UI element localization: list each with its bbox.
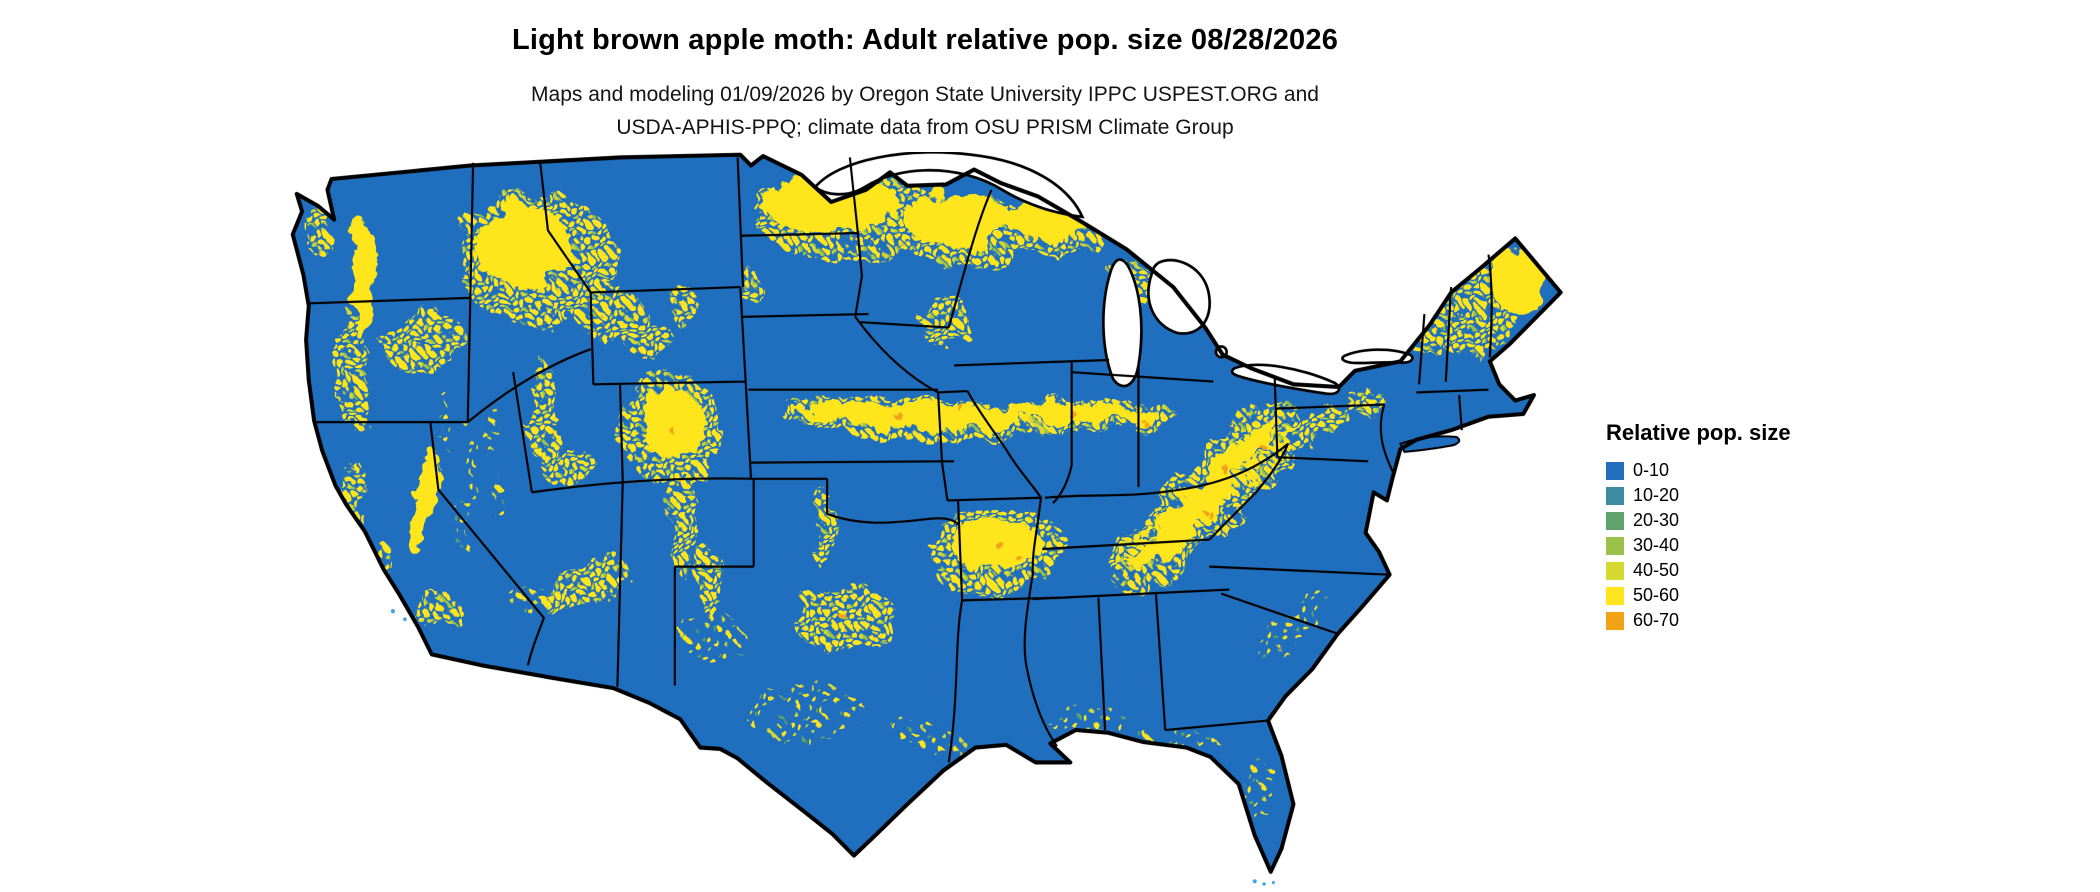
figure-title: Light brown apple moth: Adult relative p… <box>511 24 1339 56</box>
legend-title: Relative pop. size <box>1606 420 1791 445</box>
figure-header: Light brown apple moth: Adult relative p… <box>0 24 1850 144</box>
legend-row: 30-40 <box>1606 533 1791 558</box>
legend-label: 50-60 <box>1633 585 1680 605</box>
legend-row: 0-10 <box>1606 458 1791 483</box>
legend-label: 20-30 <box>1633 510 1680 530</box>
legend-label: 40-50 <box>1633 560 1680 580</box>
legend-label: 0-10 <box>1633 460 1670 480</box>
legend-label: 60-70 <box>1633 610 1680 630</box>
legend-swatch-40-50 <box>1606 561 1624 580</box>
legend-swatch-20-30 <box>1606 511 1624 530</box>
legend-swatch-10-20 <box>1606 486 1624 505</box>
map-legend: Relative pop. size 0-10 10-20 20-30 30-4… <box>1606 420 1791 633</box>
legend-row: 20-30 <box>1606 508 1791 533</box>
legend-swatch-30-40 <box>1606 536 1624 555</box>
legend-row: 40-50 <box>1606 558 1791 583</box>
us-map-svg <box>270 152 1566 886</box>
lake-superior <box>813 152 1085 219</box>
legend-swatch-0-10 <box>1606 461 1624 480</box>
subtitle-line-1: Maps and modeling 01/09/2026 by Oregon S… <box>531 83 1319 106</box>
subtitle-line-2: USDA-APHIS-PPQ; climate data from OSU PR… <box>616 115 1234 139</box>
lake-ontario <box>1341 348 1414 365</box>
us-map <box>270 152 1566 888</box>
legend-label: 30-40 <box>1633 535 1680 555</box>
legend-label: 10-20 <box>1633 485 1680 505</box>
legend-swatch-60-70 <box>1606 611 1624 630</box>
legend-row: 60-70 <box>1606 608 1791 633</box>
state-boundaries <box>310 157 1493 763</box>
legend-row: 50-60 <box>1606 583 1791 608</box>
figure-subtitle: Maps and modeling 01/09/2026 by Oregon S… <box>0 79 1850 144</box>
legend-swatch-50-60 <box>1606 586 1624 605</box>
legend-row: 10-20 <box>1606 483 1791 508</box>
